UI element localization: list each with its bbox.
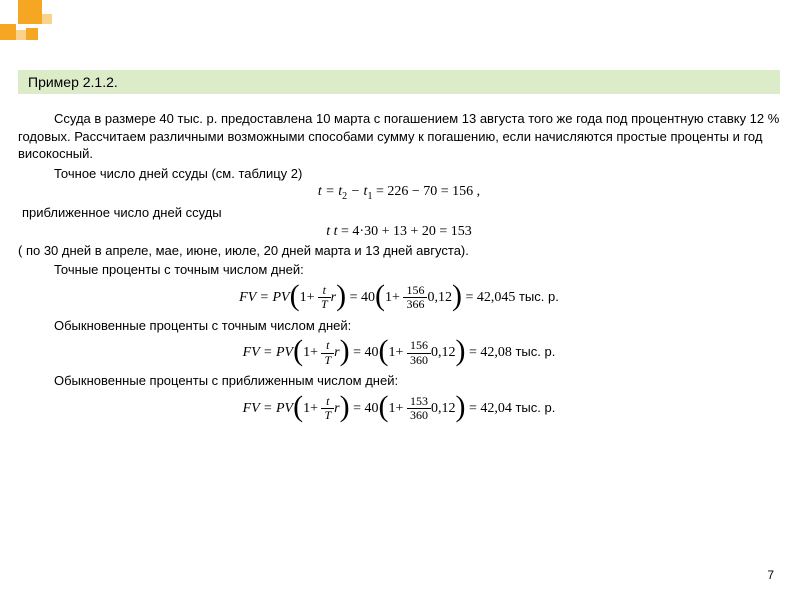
calc3-formula: FV = PV(1+ tTr) = 40(1+ 1533600,12) = 42… bbox=[18, 392, 780, 426]
page-number: 7 bbox=[767, 568, 774, 582]
example-header: Пример 2.1.2. bbox=[18, 70, 780, 94]
approx-days-label: приближенное число дней ссуды bbox=[18, 204, 780, 222]
problem-statement: Ссуда в размере 40 тыс. р. предоставлена… bbox=[18, 110, 780, 163]
calc1-formula: FV = PV(1+ tTr) = 40(1+ 1563660,12) = 42… bbox=[18, 281, 780, 315]
exact-days-label: Точное число дней ссуды (см. таблицу 2) bbox=[18, 165, 780, 183]
approx-days-note: ( по 30 дней в апреле, мае, июне, июле, … bbox=[18, 242, 780, 260]
formula-approx-days: tt = 4·30 + 13 + 20 = 153 t = 4·30 + 13 … bbox=[18, 224, 780, 240]
calc2-label: Обыкновенные проценты с точным числом дн… bbox=[18, 317, 780, 335]
calc1-label: Точные проценты с точным числом дней: bbox=[18, 261, 780, 279]
example-title: Пример 2.1.2. bbox=[28, 74, 118, 90]
formula-exact-days: t = t2 − t1 = 226 − 70 = 156 , bbox=[18, 184, 780, 202]
slide-content: Пример 2.1.2. Ссуда в размере 40 тыс. р.… bbox=[0, 0, 800, 426]
calc3-label: Обыкновенные проценты с приближенным чис… bbox=[18, 372, 780, 390]
calc2-formula: FV = PV(1+ tTr) = 40(1+ 1563600,12) = 42… bbox=[18, 336, 780, 370]
